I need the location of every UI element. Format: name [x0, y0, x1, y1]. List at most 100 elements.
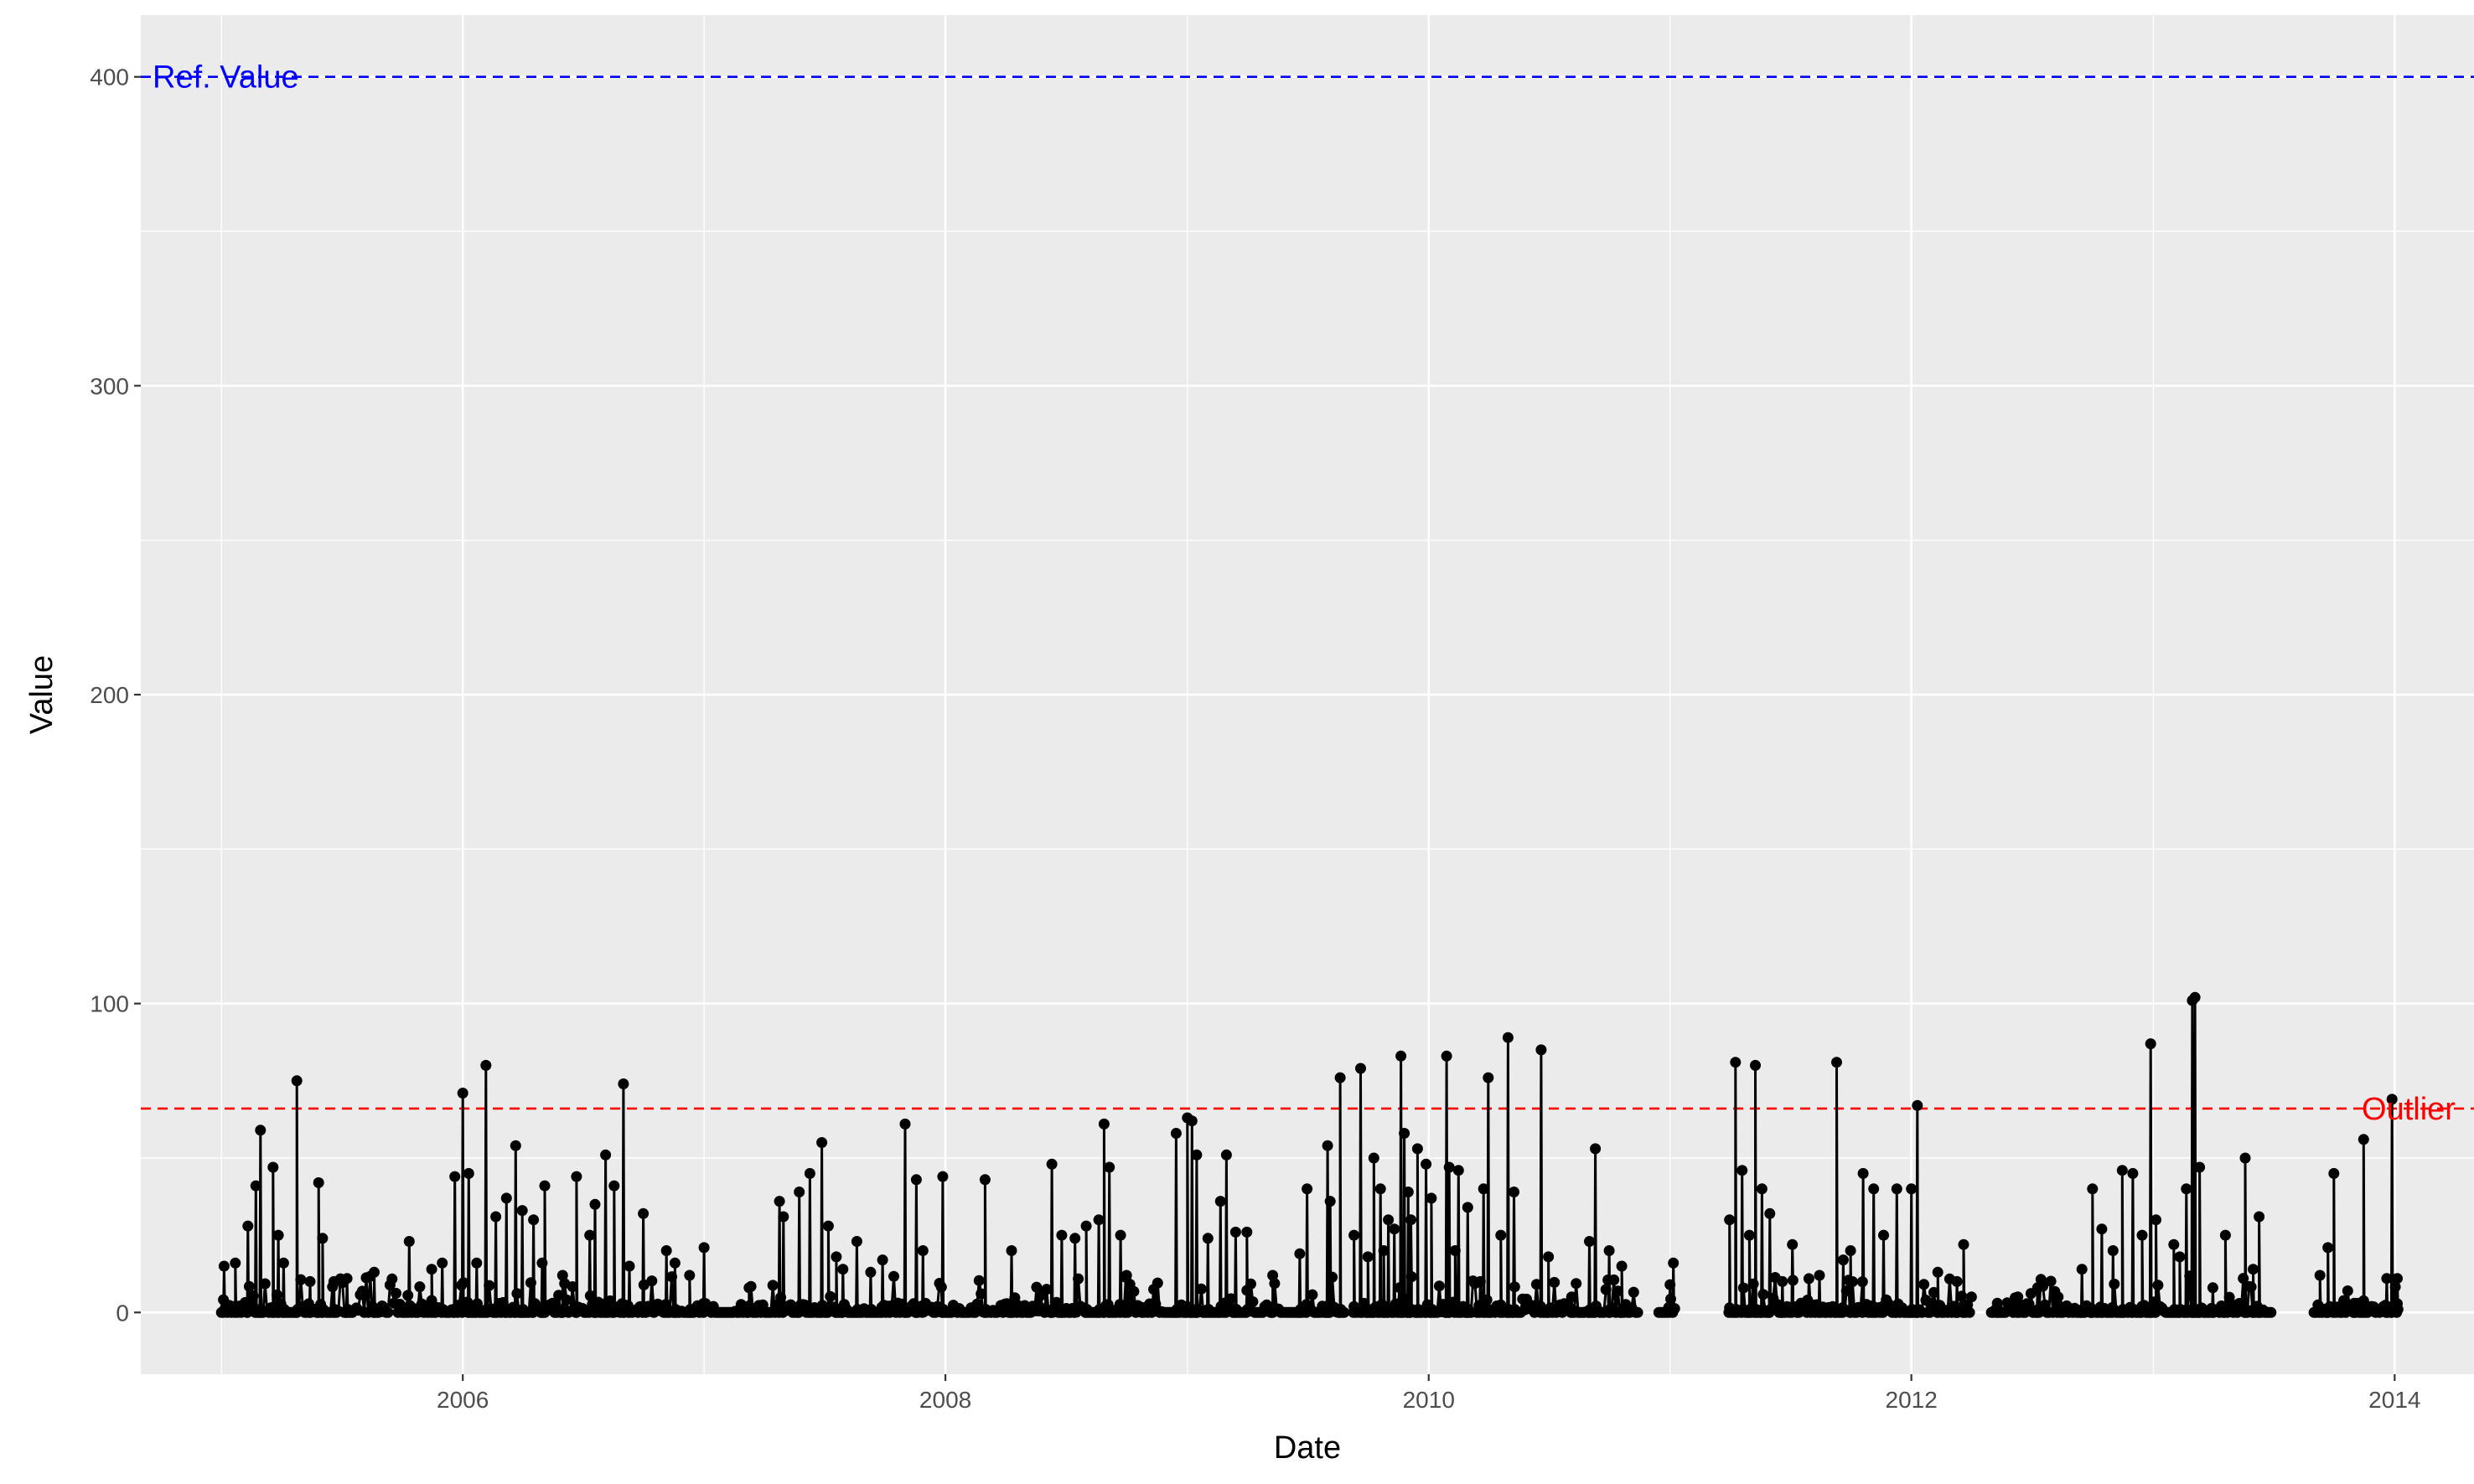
data-point: [618, 1078, 629, 1089]
data-point: [1628, 1286, 1639, 1298]
data-point: [684, 1269, 696, 1281]
data-point: [1478, 1183, 1489, 1195]
series-points: [215, 991, 2404, 1318]
reference-line-label: Ref. Value: [153, 60, 299, 96]
data-point: [2381, 1273, 2393, 1285]
data-point: [816, 1137, 828, 1148]
data-point: [553, 1290, 565, 1301]
data-point: [567, 1281, 578, 1292]
data-point: [2314, 1269, 2326, 1281]
data-point: [511, 1288, 523, 1300]
data-point: [1737, 1282, 1749, 1294]
data-point: [1294, 1248, 1306, 1259]
data-point: [979, 1174, 991, 1186]
data-point: [1269, 1278, 1281, 1290]
data-point: [2328, 1167, 2340, 1179]
data-point: [1730, 1057, 1742, 1068]
data-point: [480, 1059, 492, 1071]
data-point: [218, 1260, 230, 1272]
data-point: [1787, 1238, 1799, 1250]
data-point: [539, 1180, 551, 1192]
data-point: [2145, 1038, 2156, 1050]
data-point: [1509, 1281, 1520, 1293]
y-tick-label: 300: [90, 373, 129, 399]
data-point: [2127, 1167, 2139, 1179]
data-point: [1747, 1278, 1759, 1290]
data-point: [2358, 1134, 2369, 1145]
data-point: [1777, 1275, 1788, 1287]
data-point: [1787, 1275, 1799, 1286]
data-point: [556, 1269, 568, 1281]
data-point: [449, 1171, 461, 1182]
data-point: [822, 1220, 834, 1232]
data-point: [259, 1278, 271, 1290]
y-tick-label: 0: [116, 1300, 129, 1326]
data-point: [1411, 1143, 1423, 1155]
data-point: [1128, 1285, 1140, 1297]
data-point: [1220, 1149, 1232, 1161]
data-point: [536, 1257, 548, 1269]
data-point: [242, 1220, 254, 1232]
data-point: [1394, 1282, 1405, 1294]
data-point: [1355, 1063, 1366, 1074]
data-point: [1152, 1277, 1163, 1289]
data-point: [1056, 1229, 1068, 1241]
data-point: [1031, 1281, 1043, 1293]
data-point: [1405, 1214, 1416, 1226]
data-point: [230, 1257, 241, 1269]
data-point: [1443, 1161, 1455, 1173]
data-point: [2087, 1183, 2099, 1195]
y-tick-label: 100: [90, 991, 129, 1017]
data-point: [778, 1211, 789, 1223]
y-axis: 0 100 200 300 400: [90, 65, 141, 1326]
data-point: [1840, 1285, 1852, 1297]
data-point: [471, 1257, 483, 1269]
data-point: [2392, 1304, 2404, 1316]
data-point: [1245, 1278, 1256, 1290]
data-point: [1543, 1251, 1555, 1263]
data-point: [484, 1280, 495, 1291]
data-point: [1665, 1293, 1676, 1305]
data-point: [1764, 1207, 1776, 1219]
data-point: [1247, 1296, 1259, 1307]
data-point: [2342, 1285, 2353, 1296]
y-axis-title: Value: [24, 655, 60, 734]
data-point: [1495, 1229, 1507, 1241]
data-point: [1814, 1269, 1825, 1281]
data-point: [2116, 1165, 2128, 1176]
data-point: [865, 1266, 877, 1278]
data-point: [1327, 1271, 1338, 1283]
data-point: [2033, 1306, 2045, 1318]
data-point: [2248, 1264, 2259, 1275]
data-point: [391, 1287, 401, 1299]
data-point: [2386, 1094, 2398, 1105]
data-point: [2037, 1280, 2049, 1292]
data-point: [624, 1260, 635, 1272]
data-point: [1845, 1245, 1856, 1256]
data-point: [369, 1266, 380, 1278]
data-point: [1608, 1274, 1620, 1285]
data-point: [463, 1167, 474, 1179]
data-point: [1483, 1072, 1494, 1083]
data-point: [775, 1291, 787, 1303]
data-point: [1743, 1229, 1755, 1241]
data-point: [1348, 1229, 1360, 1241]
data-point: [1831, 1057, 1842, 1068]
data-point: [1724, 1214, 1736, 1226]
data-point: [1664, 1279, 1676, 1290]
data-point: [1449, 1245, 1461, 1256]
data-point: [584, 1229, 596, 1241]
data-point: [1338, 1306, 1350, 1318]
reference-lines: [141, 75, 2474, 1110]
data-point: [1426, 1192, 1437, 1204]
data-point: [2254, 1211, 2265, 1223]
y-tick-label: 400: [90, 65, 129, 90]
data-point: [1374, 1183, 1386, 1195]
x-axis: 2006 2008 2010 2012 2014: [437, 1374, 2420, 1413]
data-point: [1549, 1276, 1560, 1288]
data-point: [2392, 1273, 2403, 1285]
data-point: [1146, 1306, 1157, 1318]
data-point: [528, 1214, 540, 1226]
data-point: [1241, 1226, 1253, 1238]
